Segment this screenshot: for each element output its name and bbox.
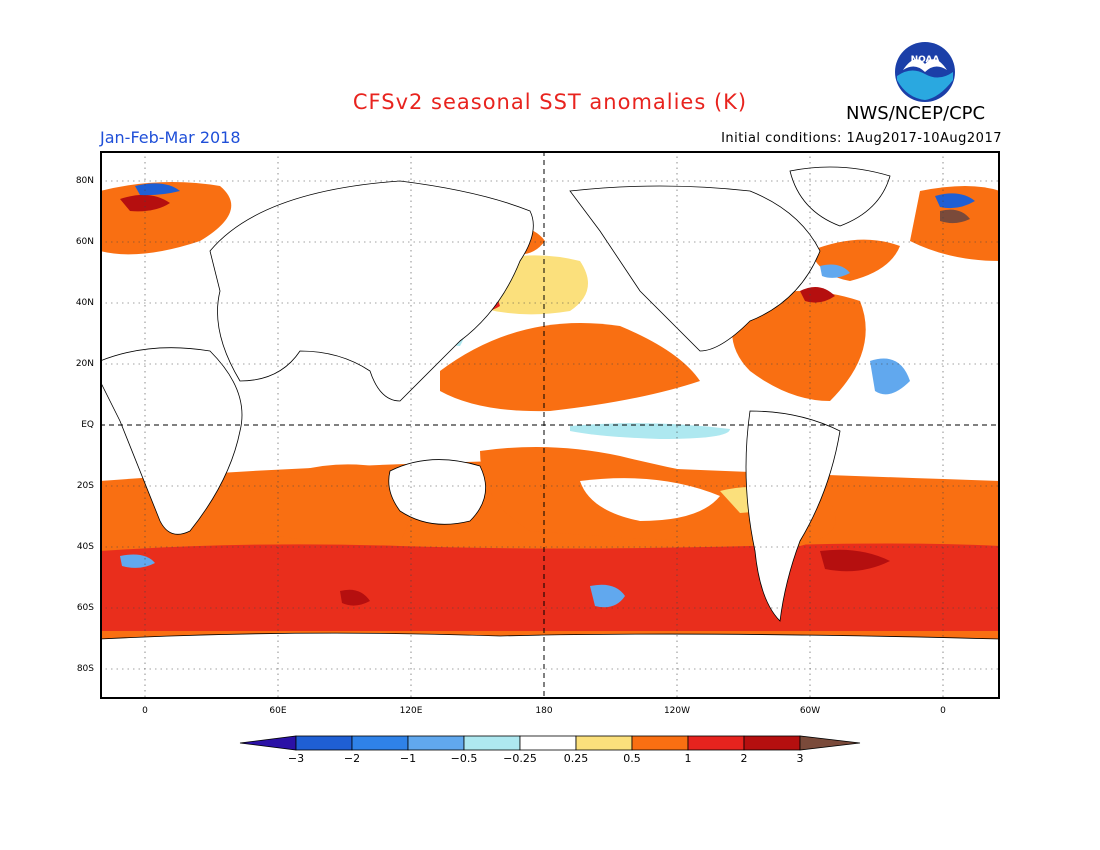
lon-label: 120W <box>663 706 691 716</box>
colorbar-label: −1 <box>399 752 417 765</box>
colorbar-label: 3 <box>796 752 804 765</box>
lat-label: 20N <box>75 359 94 369</box>
lon-label: 0 <box>142 706 148 716</box>
colorbar-segment <box>687 735 745 751</box>
initial-conditions: Initial conditions: 1Aug2017-10Aug2017 <box>721 131 1002 146</box>
colorbar-label: 1 <box>684 752 692 765</box>
lat-label: 80N <box>75 176 94 186</box>
colorbar-segment <box>743 735 801 751</box>
continents <box>100 166 1000 699</box>
lat-label: 80S <box>76 664 94 674</box>
colorbar-segment <box>799 735 861 751</box>
sst-anomaly-map <box>100 151 1000 699</box>
colorbar-segment <box>407 735 465 751</box>
lat-label: 20S <box>76 481 94 491</box>
colorbar-segment <box>351 735 409 751</box>
agency-label: NWS/NCEP/CPC <box>846 103 986 124</box>
noaa-logo-text: NOAA <box>911 55 940 65</box>
lon-label: 180 <box>535 706 553 716</box>
colorbar-segment <box>519 735 577 751</box>
colorbar-label: −0.5 <box>450 752 478 765</box>
colorbar-label: 0.5 <box>623 752 641 765</box>
lat-label: 60S <box>76 603 94 613</box>
lon-label: 0 <box>940 706 946 716</box>
colorbar-segment <box>295 735 353 751</box>
colorbar-segment <box>463 735 521 751</box>
colorbar-label: −0.25 <box>503 752 537 765</box>
colorbar-segment <box>631 735 689 751</box>
lat-label: 60N <box>75 237 94 247</box>
lat-label: 40N <box>75 298 94 308</box>
map-border <box>100 151 1000 699</box>
colorbar-segment <box>239 735 297 751</box>
forecast-period: Jan-Feb-Mar 2018 <box>100 128 241 147</box>
colorbar-segment <box>575 735 633 751</box>
graticule <box>100 151 1000 699</box>
noaa-logo-icon: NOAA <box>895 42 955 102</box>
lon-label: 60W <box>799 706 821 716</box>
lat-label: 40S <box>76 542 94 552</box>
map-title: CFSv2 seasonal SST anomalies (K) <box>352 90 748 114</box>
colorbar <box>239 735 861 751</box>
colorbar-label: −3 <box>287 752 305 765</box>
colorbar-label: 2 <box>740 752 748 765</box>
lon-label: 120E <box>399 706 423 716</box>
lat-label: EQ <box>81 420 94 430</box>
colorbar-label: −2 <box>343 752 361 765</box>
lon-label: 60E <box>269 706 287 716</box>
colorbar-label: 0.25 <box>563 752 589 765</box>
